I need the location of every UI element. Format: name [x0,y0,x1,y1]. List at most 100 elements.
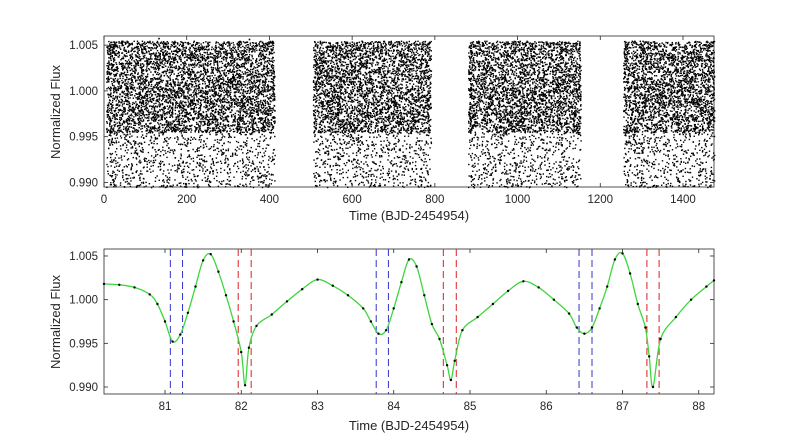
flux-point [225,94,227,96]
flux-point [141,109,143,111]
flux-point [118,83,120,85]
flux-point [118,101,121,103]
flux-point [241,66,244,68]
flux-point [143,158,145,160]
flux-point [264,87,266,89]
flux-point [155,48,157,50]
flux-point [110,45,112,48]
flux-point [124,107,126,109]
flux-point [114,97,116,99]
flux-point [181,134,183,136]
flux-point [131,164,133,166]
flux-point [120,59,122,61]
flux-point [132,106,134,108]
flux-point [123,67,125,69]
flux-point [190,131,192,133]
flux-point [155,83,158,85]
flux-point [181,89,184,91]
flux-point [251,88,254,90]
flux-point [238,65,241,67]
flux-point [240,118,243,121]
flux-point [269,75,271,77]
flux-point [203,159,205,161]
flux-point [109,144,111,146]
flux-point [224,159,226,161]
flux-point [190,101,192,103]
flux-point [224,89,226,92]
flux-point [204,120,206,123]
flux-point [196,88,199,90]
flux-point [236,127,238,129]
flux-point [269,69,271,72]
flux-point [238,55,240,57]
flux-point [242,146,245,148]
flux-point [263,75,266,78]
flux-point [246,99,248,101]
flux-point [222,78,225,80]
flux-point [220,129,222,131]
flux-point [128,42,131,45]
flux-point [182,168,184,171]
flux-point [263,179,265,182]
flux-point [188,182,190,185]
flux-point [130,62,133,64]
flux-point [111,80,113,83]
flux-point [137,50,139,52]
flux-point [257,168,259,170]
flux-point [146,133,148,135]
flux-point [154,106,156,108]
flux-point [179,43,182,45]
flux-point [178,92,180,94]
flux-point [150,71,152,73]
flux-point [178,74,180,77]
flux-point [152,126,154,128]
flux-point [118,42,120,44]
flux-point [236,58,238,61]
flux-point [107,81,109,83]
flux-point [164,54,166,56]
flux-point [198,98,201,101]
flux-point [202,124,204,127]
flux-point [129,185,132,188]
flux-point [133,108,135,110]
flux-point [249,83,251,86]
flux-point [160,114,162,116]
flux-point [260,54,262,56]
flux-point [261,49,263,52]
flux-point [163,108,165,110]
flux-point [182,176,184,178]
flux-point [192,78,194,80]
flux-point [247,62,249,64]
flux-point [175,50,177,52]
flux-point [272,67,275,69]
flux-point [145,123,147,125]
flux-point [233,64,236,66]
flux-point [249,99,252,101]
flux-point [180,106,183,109]
flux-point [142,113,144,115]
flux-point [155,128,157,130]
flux-point [263,66,265,68]
flux-point [177,160,180,162]
flux-point [180,182,182,184]
flux-point [154,78,156,80]
flux-point [115,154,118,156]
flux-point [262,124,265,127]
flux-point [198,87,201,89]
flux-point [199,74,201,77]
flux-point [155,52,157,54]
flux-point [109,52,111,54]
flux-point [210,118,212,121]
flux-point [237,124,239,126]
flux-point [257,76,259,78]
flux-point [116,107,118,109]
flux-point [272,44,274,47]
flux-point [267,186,269,188]
flux-point [170,114,173,116]
flux-point [124,79,126,81]
flux-point [172,79,174,81]
flux-point [270,160,273,163]
flux-point [223,97,225,99]
flux-point [182,171,184,174]
flux-point [238,50,241,52]
